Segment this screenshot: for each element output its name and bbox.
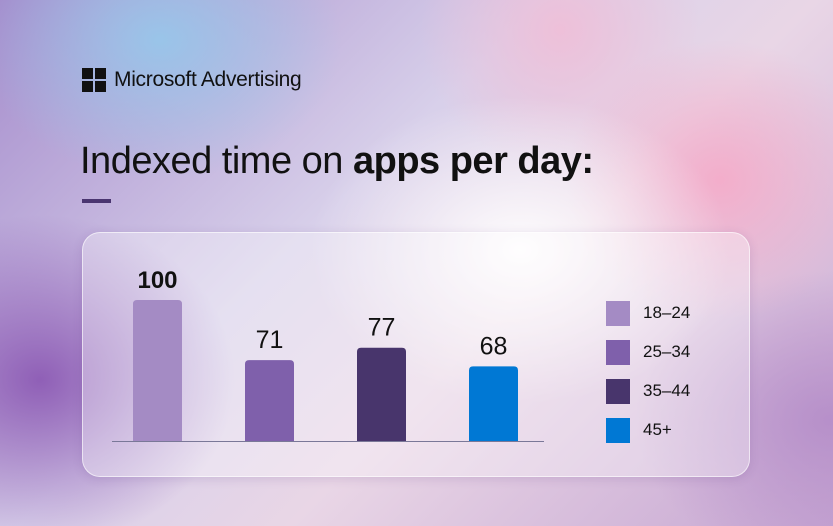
chart-card bbox=[82, 232, 750, 477]
microsoft-logo-icon bbox=[82, 68, 106, 92]
legend-label: 45+ bbox=[643, 420, 672, 439]
page-title: Indexed time on apps per day: bbox=[80, 140, 594, 183]
chart-legend: 18–24 25–34 35–44 45+ bbox=[606, 300, 690, 456]
data-label: 71 bbox=[256, 326, 284, 354]
title-underline bbox=[82, 199, 111, 203]
legend-item: 45+ bbox=[606, 417, 690, 443]
data-label: 100 bbox=[137, 267, 177, 294]
legend-swatch bbox=[606, 378, 630, 404]
legend-label: 35–44 bbox=[643, 381, 691, 400]
title-regular: Indexed time on bbox=[80, 140, 353, 182]
legend-swatch bbox=[606, 339, 630, 365]
bar-25–34 bbox=[245, 360, 294, 441]
legend-item: 35–44 bbox=[606, 378, 690, 404]
bar-35–44 bbox=[357, 347, 406, 441]
legend-swatch bbox=[606, 417, 630, 443]
data-label: 77 bbox=[368, 314, 396, 342]
legend-item: 25–34 bbox=[606, 339, 690, 365]
legend-label: 25–34 bbox=[643, 342, 691, 361]
bar-45+ bbox=[469, 366, 518, 441]
brand-name: Microsoft Advertising bbox=[114, 68, 302, 91]
bar-18–24 bbox=[133, 300, 182, 441]
legend-item: 18–24 bbox=[606, 300, 690, 326]
data-label: 68 bbox=[480, 332, 508, 360]
title-bold: apps per day: bbox=[352, 140, 594, 182]
legend-swatch bbox=[606, 300, 630, 326]
microsoft-advertising-logo: Microsoft Advertising bbox=[82, 68, 302, 92]
legend-label: 18–24 bbox=[643, 303, 691, 322]
